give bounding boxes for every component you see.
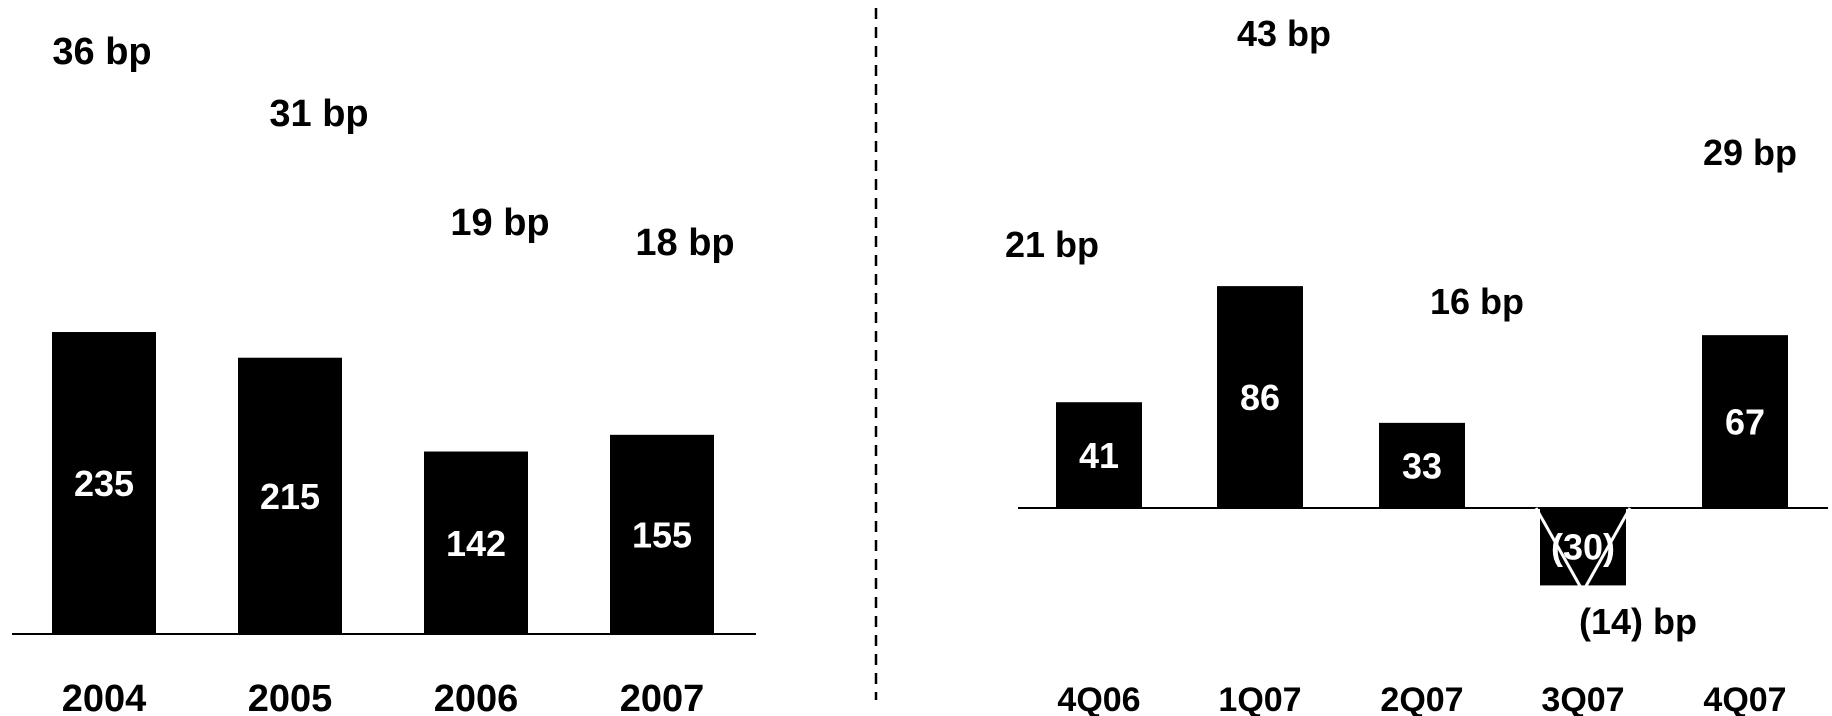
bar-value-label: 67: [1725, 402, 1765, 443]
category-label: 2004: [62, 678, 147, 716]
bar-2Q07: [1379, 422, 1465, 508]
bar-value-label: 142: [446, 523, 506, 564]
bp-label: (14) bp: [1579, 601, 1697, 642]
bar-4Q06: [1056, 402, 1142, 508]
category-label: 2006: [434, 678, 519, 716]
bar-1Q07: [1217, 286, 1303, 508]
category-label: 3Q07: [1541, 681, 1624, 716]
bar-value-label: 86: [1240, 377, 1280, 418]
bar-2006: [424, 451, 528, 634]
bar-value-label: 235: [74, 463, 134, 504]
category-label: 1Q07: [1218, 681, 1301, 716]
category-label: 2007: [620, 678, 705, 716]
bar-2004: [52, 332, 156, 634]
bar-3Q07: [1540, 508, 1626, 586]
bp-label: 29 bp: [1703, 132, 1797, 173]
connector-line: [1581, 507, 1632, 593]
bar-value-label: 215: [260, 476, 320, 517]
connector-line: [1534, 507, 1585, 593]
category-label: 4Q07: [1703, 681, 1786, 716]
bar-value-label: 41: [1079, 435, 1119, 476]
bp-label: 21 bp: [1005, 224, 1099, 265]
quarterly-bars-panel: 41 21 bp 4Q06 86 43 bp 1Q07 33 16 bp 2Q07 (30) (14…: [1005, 13, 1828, 716]
bar-4Q07: [1702, 335, 1788, 508]
bp-label: 31 bp: [269, 93, 368, 135]
bp-label: 36 bp: [52, 31, 151, 73]
category-label: 2Q07: [1380, 681, 1463, 716]
category-label: 4Q06: [1057, 681, 1140, 716]
bar-value-label: 155: [632, 514, 692, 555]
bp-label: 18 bp: [635, 222, 734, 264]
category-label: 2005: [248, 678, 333, 716]
bar-value-label: 33: [1402, 445, 1442, 486]
bp-label: 19 bp: [450, 202, 549, 244]
annual-bars-panel: 235 36 bp 2004 215 31 bp 2005 142 19 bp 2006 155 1…: [12, 31, 756, 716]
bar-2007: [610, 434, 714, 634]
bp-label: 16 bp: [1430, 281, 1524, 322]
bar-value-label: (30): [1551, 527, 1615, 568]
bar-2005: [238, 357, 342, 634]
bp-label: 43 bp: [1237, 13, 1331, 54]
